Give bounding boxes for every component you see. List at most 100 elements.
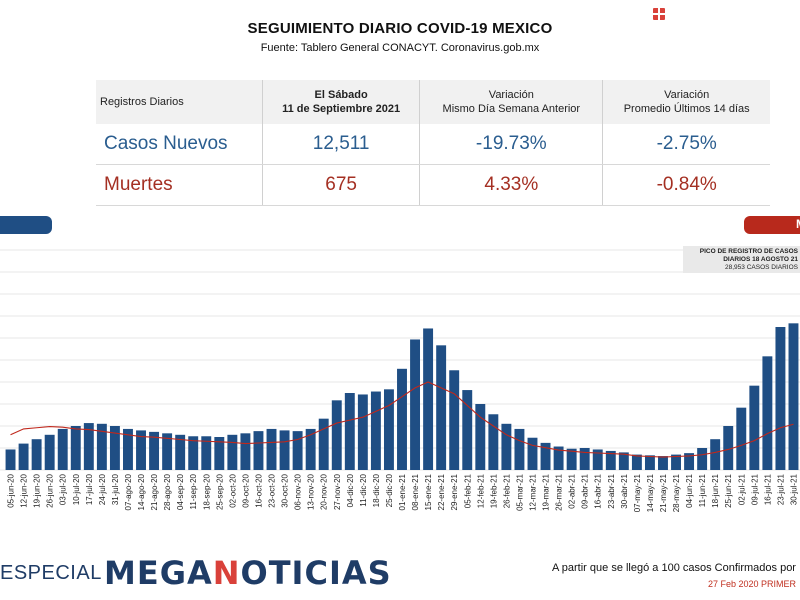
col-header-var-14d-line2: Promedio Últimos 14 días (623, 103, 750, 115)
cases-bar (136, 430, 146, 470)
peak-annotation-line1: PICO DE REGISTRO DE CASOS (699, 248, 798, 255)
x-tick-label: 18-sep-20 (202, 473, 211, 510)
cases-bar (423, 328, 434, 470)
cases-bar (149, 431, 160, 470)
x-tick-label: 30-jul-21 (789, 473, 798, 505)
cases-bar (31, 439, 42, 470)
x-tick-label: 13-nov-20 (307, 473, 316, 510)
x-tick-label: 08-ene-21 (411, 473, 420, 510)
cases-bar (318, 418, 329, 470)
cases-bar (436, 345, 447, 470)
cases-bar (292, 431, 303, 470)
cases-bar (684, 453, 695, 470)
x-tick-label: 06-nov-20 (294, 473, 303, 510)
brand-logo-part-b: OTICIAS (240, 554, 392, 592)
deaths-value: 675 (261, 164, 420, 206)
cases-bar (749, 385, 760, 470)
x-tick-label: 03-jul-20 (59, 473, 68, 505)
x-tick-label: 17-jul-20 (85, 473, 94, 505)
x-tick-label: 25-jun-21 (724, 473, 733, 507)
cases-bar (410, 339, 421, 470)
stats-header-row: Registros Diarios El Sábado 11 de Septie… (96, 80, 770, 124)
x-tick-label: 25-sep-20 (215, 473, 224, 510)
x-tick-label: 09-oct-20 (241, 473, 250, 507)
stats-table: Registros Diarios El Sábado 11 de Septie… (96, 80, 770, 206)
peak-annotation: PICO DE REGISTRO DE CASOS DIARIOS 18 AGO… (683, 246, 800, 273)
x-tick-label: 02-jul-21 (737, 473, 746, 505)
cases-bar (788, 323, 799, 470)
cases-bar (83, 423, 94, 470)
cases-bar (305, 428, 316, 470)
x-tick-label: 14-ago-20 (137, 473, 146, 510)
x-tick-label: 31-jul-20 (111, 473, 120, 505)
cases-bar (214, 437, 225, 470)
cases-bar (227, 434, 238, 470)
cases-bar (605, 450, 616, 470)
cases-bar (162, 433, 173, 470)
cases-value: 12,511 (261, 124, 420, 165)
x-tick-label: 07-ago-20 (124, 473, 133, 510)
x-tick-label: 02-abr-21 (568, 473, 577, 508)
deaths-legend-label: M (796, 217, 800, 231)
cases-bar (344, 393, 355, 470)
x-tick-label: 07-may-21 (633, 473, 642, 512)
x-tick-label: 23-abr-21 (607, 473, 616, 508)
cases-bar (631, 454, 642, 470)
col-header-var-14d: Variación Promedio Últimos 14 días (602, 80, 770, 124)
x-tick-label: 19-feb-21 (489, 473, 498, 508)
x-tick-label: 23-jul-21 (776, 473, 785, 505)
cases-bar (188, 436, 199, 470)
table-row-deaths: Muertes 675 4.33% -0.84% (96, 164, 770, 206)
x-tick-label: 12-jun-20 (20, 473, 29, 507)
x-tick-label: 04-dic-20 (346, 473, 355, 507)
cases-bar (540, 442, 551, 470)
cases-bar (123, 428, 133, 470)
deaths-legend-band: M (744, 216, 800, 234)
row-label-deaths: Muertes (96, 164, 263, 206)
x-tick-label: 16-abr-21 (594, 473, 603, 508)
cases-bar (775, 327, 786, 470)
cases-var-14d: -2.75% (602, 124, 770, 165)
x-tick-label: 25-dic-20 (385, 473, 394, 507)
cases-bars (5, 323, 799, 470)
x-tick-label: 19-mar-21 (542, 473, 551, 510)
page-title: SEGUIMIENTO DIARIO COVID-19 MEXICO (247, 20, 553, 37)
col-header-date: El Sábado 11 de Septiembre 2021 (261, 80, 420, 124)
cases-bar (658, 456, 668, 470)
x-tick-label: 22-ene-21 (437, 473, 446, 510)
cases-bar (697, 448, 708, 470)
cases-bar (357, 394, 368, 470)
peak-annotation-line3: 28,953 CASOS DIARIOS (725, 264, 798, 271)
col-header-var-week-line2: Mismo Día Semana Anterior (442, 103, 581, 115)
table-row-cases: Casos Nuevos 12,511 -19.73% -2.75% (96, 124, 770, 165)
x-tick-label: 01-ene-21 (398, 473, 407, 510)
col-header-var-week: Variación Mismo Día Semana Anterior (419, 80, 603, 124)
x-tick-label: 12-feb-21 (476, 473, 485, 508)
x-tick-label: 11-dic-20 (359, 473, 368, 506)
x-tick-label: 15-ene-21 (424, 473, 433, 510)
x-tick-label: 11-sep-20 (189, 473, 198, 509)
cases-bar (475, 404, 486, 470)
x-tick-label: 19-jun-20 (33, 473, 42, 507)
x-tick-label: 04-sep-20 (176, 473, 185, 510)
cases-bar (5, 449, 16, 470)
x-tick-label: 26-feb-21 (502, 473, 511, 508)
x-tick-label: 28-ago-20 (163, 473, 172, 510)
col-header-date-line1: El Sábado (314, 89, 368, 101)
brand-logo-accent: N (212, 554, 241, 592)
brand-logo[interactable]: MEGANOTICIAS (104, 554, 392, 592)
footer-especial: ESPECIAL (0, 562, 102, 584)
x-tick-label: 20-nov-20 (320, 473, 329, 510)
x-tick-label: 21-may-21 (659, 473, 668, 512)
x-tick-label: 11-jun-21 (698, 473, 707, 507)
x-tick-label: 05-feb-21 (463, 473, 472, 508)
deaths-line (10, 381, 794, 458)
x-tick-label: 16-oct-20 (254, 473, 263, 507)
cases-bar (644, 455, 655, 470)
x-tick-label: 28-may-21 (672, 473, 681, 512)
x-tick-label: 23-oct-20 (268, 473, 277, 507)
cases-bar (44, 434, 55, 470)
x-tick-label: 10-jul-20 (72, 473, 81, 505)
grid-icon[interactable] (653, 8, 665, 20)
covid-daily-chart: 05-jun-20 12-jun-20 19-jun-20 26-jun-20 03-j… (0, 249, 800, 512)
